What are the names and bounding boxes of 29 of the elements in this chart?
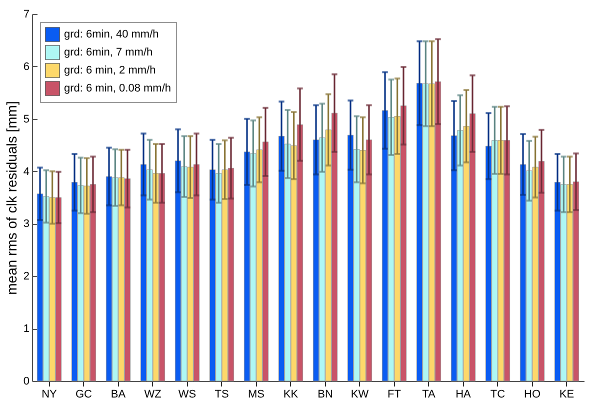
y-tick-label: 1 [23, 323, 30, 336]
x-tick-label: BN [318, 388, 333, 400]
x-tick-label: KE [559, 388, 574, 400]
legend-label: grd: 6 min, 2 mm/h [64, 64, 156, 76]
legend-label: grd: 6min, 7 mm/h [64, 46, 153, 58]
x-tick-label: KK [283, 388, 299, 400]
x-tick-label: HO [524, 388, 541, 400]
x-tick-label: WZ [144, 388, 162, 400]
x-tick-label: KW [350, 388, 370, 400]
y-tick-label: 5 [23, 113, 30, 126]
x-tick-label: TC [490, 388, 506, 400]
x-tick-label: MS [248, 388, 264, 400]
x-tick-label: WS [178, 388, 196, 400]
x-tick-label: GC [76, 388, 92, 400]
y-tick-label: 0 [23, 376, 30, 388]
y-tick-label: 4 [23, 166, 30, 178]
legend-label: grd: 6min, 40 mm/h [64, 28, 159, 40]
x-tick-label: HA [456, 388, 472, 400]
x-tick-label: TS [214, 388, 229, 400]
y-tick-label: 3 [23, 218, 30, 230]
x-tick-label: BA [110, 388, 126, 400]
y-tick-label: 2 [23, 270, 30, 283]
y-axis-title: mean rms of clk residuals [mm] [3, 101, 20, 295]
y-tick-label: 7 [23, 8, 30, 20]
x-tick-label: FT [388, 388, 402, 400]
x-tick-label: TA [422, 388, 436, 400]
x-tick-label: NY [42, 388, 58, 400]
legend-label: grd: 6 min, 0.08 mm/h [64, 82, 171, 94]
y-tick-label: 6 [23, 60, 30, 73]
